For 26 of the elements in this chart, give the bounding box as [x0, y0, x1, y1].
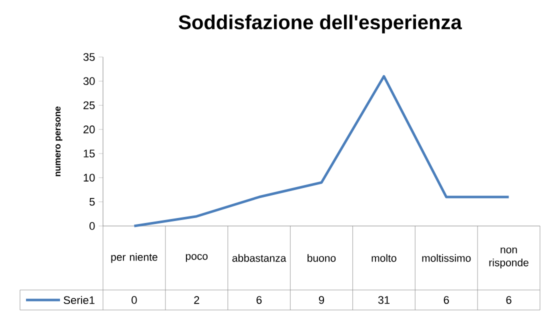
data-label: 6	[444, 296, 449, 304]
line-series	[132, 75, 510, 228]
x-tick-label: non risponde	[489, 248, 528, 268]
x-tick-label: molto	[372, 254, 396, 262]
data-label: 6	[506, 296, 512, 304]
y-axis-title: numero persone	[56, 106, 62, 176]
y-tick-label: 0	[90, 222, 95, 230]
data-label: 2	[194, 296, 200, 304]
y-tick-label: 30	[83, 77, 95, 86]
x-tick-label: moltissimo	[422, 254, 471, 262]
y-tick-label: 10	[84, 174, 95, 182]
x-tick-label: buono	[308, 254, 336, 262]
y-tick-label: 35	[83, 53, 95, 61]
data-label: 6	[256, 296, 262, 304]
y-tick-label: 20	[84, 126, 95, 134]
x-tick-label: per niente	[111, 253, 158, 263]
x-tick-label: abbastanza	[232, 254, 286, 262]
y-tick-label: 15	[84, 150, 95, 158]
y-tick-label: 25	[84, 101, 95, 110]
chart-title: Soddisfazione dell'esperienza	[178, 14, 462, 34]
legend-label: Serie1	[64, 296, 94, 304]
x-tick-label: poco	[186, 254, 208, 262]
data-label: 0	[132, 296, 137, 304]
data-label: 31	[378, 296, 390, 304]
y-tick-label: 5	[90, 198, 95, 206]
data-label: 9	[318, 296, 324, 304]
